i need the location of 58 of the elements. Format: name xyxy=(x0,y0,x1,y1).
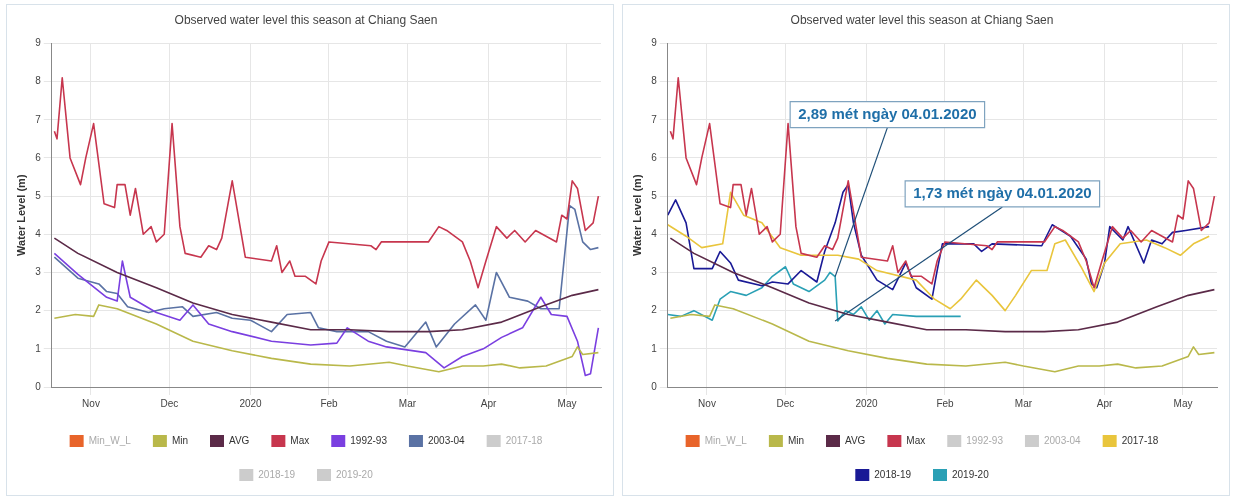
annotation: 2,89 mét ngày 04.01.2020 xyxy=(798,104,977,122)
legend-label: 1992-93 xyxy=(966,434,1004,446)
legend-label: Min xyxy=(171,434,188,446)
legend-label: 1992-93 xyxy=(350,434,388,446)
y-tick-label: 6 xyxy=(651,151,658,163)
legend-label: 2019-20 xyxy=(952,468,990,480)
y-tick-label: 9 xyxy=(651,37,658,49)
y-tick-label: 5 xyxy=(35,189,42,201)
legend-label: 2003-04 xyxy=(1043,434,1082,446)
x-tick-label: Mar xyxy=(1014,397,1033,409)
legend-label: Max xyxy=(290,434,310,446)
legend-label: 2018-19 xyxy=(874,468,912,480)
legend-label: Min_W_L xyxy=(88,434,132,446)
x-tick-label: Nov xyxy=(82,397,100,409)
legend-label: AVG xyxy=(844,434,866,446)
y-axis-title: Water Level (m) xyxy=(14,174,27,256)
chart-title: Observed water level this season at Chiang Saen xyxy=(790,12,1054,27)
x-tick-label: Dec xyxy=(160,397,179,409)
legend-label: Min xyxy=(787,434,804,446)
legend-label: Min_W_L xyxy=(704,434,748,446)
y-tick-label: 8 xyxy=(35,75,42,87)
y-tick-label: 3 xyxy=(651,266,658,278)
x-tick-label: Feb xyxy=(320,397,339,409)
x-tick-label: Mar xyxy=(398,397,417,409)
y-tick-label: 9 xyxy=(35,37,42,49)
y-tick-label: 7 xyxy=(35,113,42,125)
legend-label: 2017-18 xyxy=(505,434,543,446)
y-tick-label: 4 xyxy=(651,228,658,240)
legend-label: 2003-04 xyxy=(427,434,466,446)
legend-label: 2017-18 xyxy=(1121,434,1159,446)
y-tick-label: 5 xyxy=(651,189,658,201)
y-tick-label: 0 xyxy=(35,380,42,392)
x-tick-label: May xyxy=(557,397,577,409)
x-tick-label: 2020 xyxy=(855,397,879,409)
y-tick-label: 8 xyxy=(651,75,658,87)
y-tick-label: 4 xyxy=(35,228,42,240)
y-tick-label: 6 xyxy=(35,151,42,163)
y-tick-label: 7 xyxy=(651,113,658,125)
chart-title: Observed water level this season at Chiang Saen xyxy=(174,12,438,27)
y-tick-label: 2 xyxy=(35,304,42,316)
legend-label: Max xyxy=(906,434,926,446)
legend-label: 2019-20 xyxy=(336,468,374,480)
x-tick-label: Apr xyxy=(480,397,497,409)
y-axis-title: Water Level (m) xyxy=(630,174,643,256)
y-tick-label: 1 xyxy=(651,342,658,354)
x-tick-label: Dec xyxy=(776,397,795,409)
x-tick-label: 2020 xyxy=(239,397,263,409)
y-tick-label: 1 xyxy=(35,342,42,354)
x-tick-label: Feb xyxy=(936,397,955,409)
annotation: 1,73 mét ngày 04.01.2020 xyxy=(913,184,1092,202)
legend-label: 2018-19 xyxy=(258,468,296,480)
y-tick-label: 3 xyxy=(35,266,42,278)
y-tick-label: 0 xyxy=(651,380,658,392)
y-tick-label: 2 xyxy=(651,304,658,316)
x-tick-label: May xyxy=(1173,397,1193,409)
x-tick-label: Nov xyxy=(698,397,716,409)
x-tick-label: Apr xyxy=(1096,397,1113,409)
legend-label: AVG xyxy=(228,434,250,446)
